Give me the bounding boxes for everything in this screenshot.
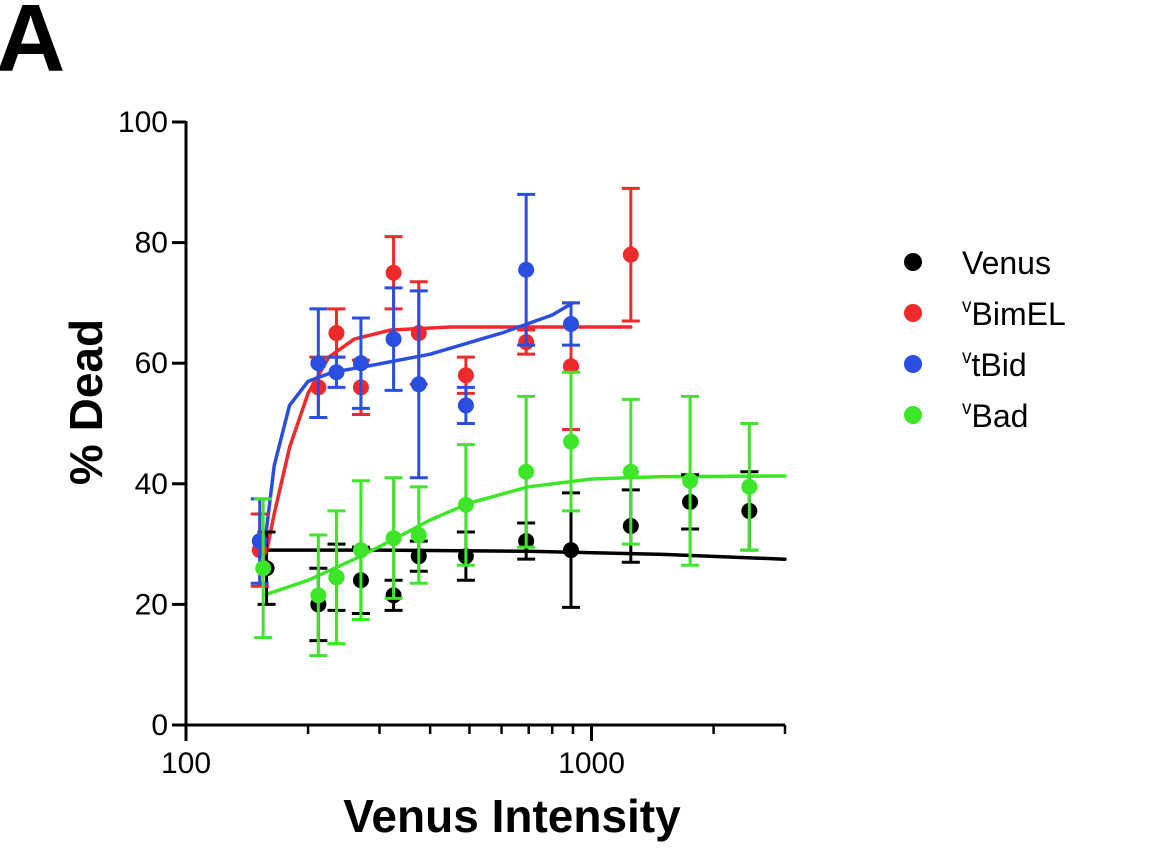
data-point-vBad [327,509,346,646]
data-point-vBad [254,497,273,640]
marker [255,560,272,577]
legend-label-vtBid: vtBid [962,347,1027,383]
legend-text: BimEL [972,296,1066,332]
fit-curve-Venus [264,548,787,561]
marker [741,478,758,495]
marker [328,325,345,342]
marker [410,527,427,544]
data-point-vBad [409,485,428,585]
legend-superscript: v [962,398,972,419]
data-point-vBimEL [327,307,346,359]
y-tick-label: 60 [135,347,168,380]
marker [352,355,369,372]
data-point-vtBid [561,301,580,347]
x-tick-label: 1000 [558,747,625,780]
y-axis-title: % Dead [60,319,112,485]
marker [622,463,639,480]
marker [251,533,268,550]
legend-label-vBimEL: vBimEL [962,296,1066,332]
data-point-vtBid [409,289,428,480]
data-point-vtBid [384,286,403,392]
data-point-vBad [456,443,475,567]
data-point-vBimEL [621,186,640,323]
marker [518,463,535,480]
marker [310,587,327,604]
marker [310,355,327,372]
legend-marker-vBad [904,406,922,424]
legend-label-Venus: Venus [962,245,1051,281]
marker [385,331,402,348]
marker [385,264,402,281]
legend-text: tBid [972,347,1027,383]
legend-superscript: v [962,296,972,317]
y-tick-label: 40 [135,468,168,501]
marker [328,569,345,586]
data-points [250,186,759,658]
data-point-vBad [740,422,759,552]
marker [562,542,579,559]
data-point-vBad [351,479,370,621]
data-point-vtBid [351,316,370,410]
axes: 0 20 40 60 80 100 100 1000 [118,106,787,780]
marker [457,397,474,414]
data-point-vBad [517,394,536,549]
legend-label-vBad: vBad [962,398,1028,434]
data-point-vtBid [327,355,346,389]
marker [385,530,402,547]
data-point-vBad [561,370,580,513]
data-point-vtBid [517,192,536,347]
marker [410,376,427,393]
legend-marker-vtBid [904,355,922,373]
marker [457,496,474,513]
data-point-vtBid [309,307,328,419]
data-point-vBimEL [384,235,403,311]
marker [622,246,639,263]
x-axis-title: Venus Intensity [343,790,681,842]
panel-label: A [0,0,66,92]
fit-curve-vBimEL [261,325,633,570]
y-tick-label: 100 [118,106,168,139]
marker [518,261,535,278]
x-tick-label: 100 [161,747,211,780]
marker [562,316,579,333]
marker [682,472,699,489]
legend-marker-Venus [904,253,922,271]
y-tick-label: 20 [135,588,168,621]
data-point-vBad [621,397,640,546]
data-point-vBad [384,476,403,600]
marker [328,364,345,381]
marker [562,433,579,450]
legend-marker-vBimEL [904,304,922,322]
y-tick-label: 0 [151,709,168,742]
y-tick-label: 80 [135,227,168,260]
data-point-vBad [681,394,700,567]
marker [457,367,474,384]
legend-superscript: v [962,347,972,368]
data-point-vBad [309,533,328,658]
legend-text: Bad [972,398,1029,434]
marker [562,358,579,375]
marker [352,542,369,559]
data-point-vtBid [456,385,475,425]
